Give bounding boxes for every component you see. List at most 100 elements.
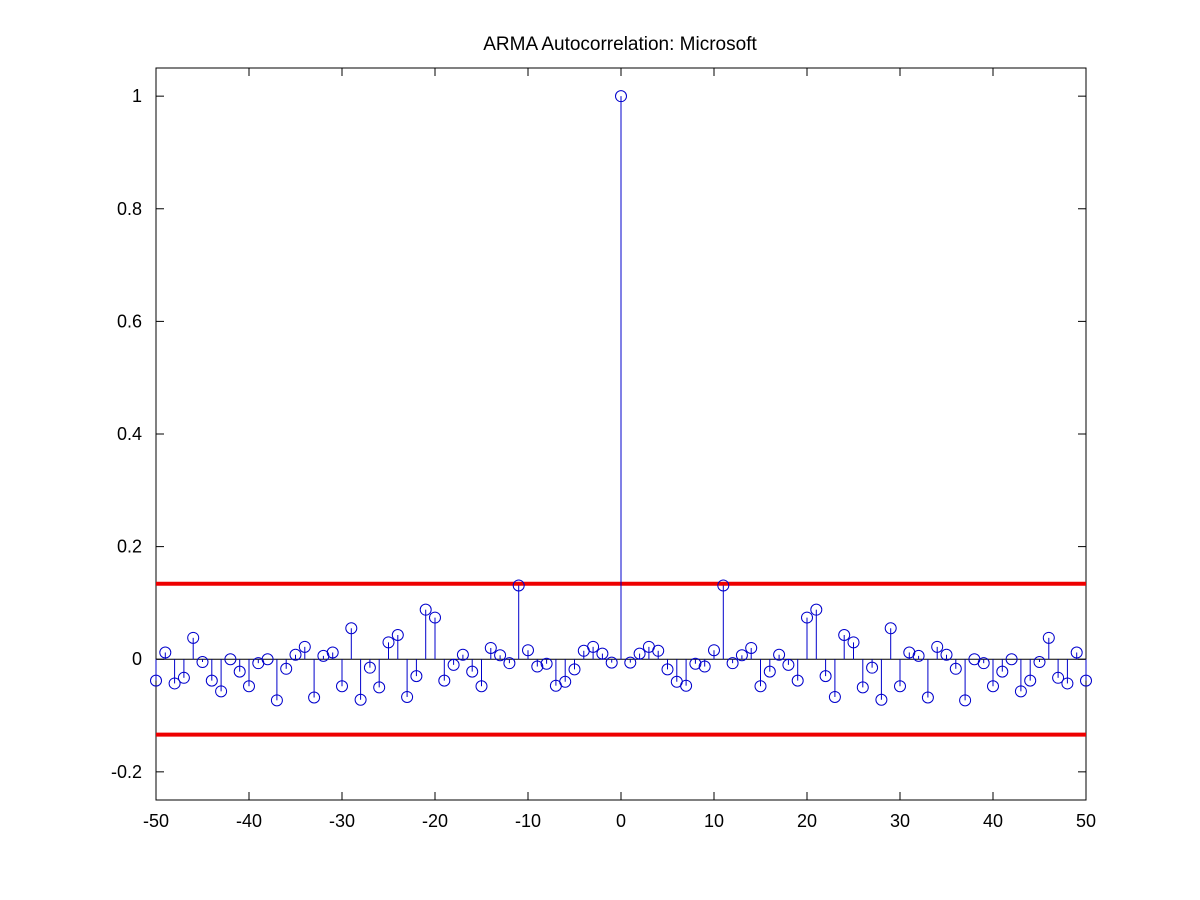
x-tick-label: -50 [143,811,169,831]
stem-marker [1070,646,1083,659]
stem-marker [159,646,172,659]
y-tick-label: 0.6 [117,311,142,331]
stem-marker [856,681,869,694]
stem-marker [912,649,925,662]
stem-marker [177,671,190,684]
stem-marker [429,611,441,624]
stem-marker [959,694,972,707]
stem-marker [726,657,739,670]
stem-marker [810,603,823,616]
x-tick-label: -30 [329,811,355,831]
stem-marker [977,657,990,670]
stem-marker [847,636,860,649]
x-tick-label: 20 [797,811,817,831]
stem-marker [336,680,348,693]
stem-marker [987,680,999,693]
stem-marker [456,648,469,661]
chart-title: ARMA Autocorrelation: Microsoft [483,34,757,55]
stem-marker [233,665,246,678]
stem-marker [540,657,553,670]
plot-area: -50 -40 -30 -20 -10 0 10 20 30 40 50 -0.2 0 0.2 0.4 0.6… [111,67,1096,831]
stem-marker [661,663,674,676]
stem-marker [298,640,311,653]
stem-marker [921,691,934,704]
stem-marker [838,629,851,642]
stem-marker [205,674,218,687]
stem-marker [894,680,906,693]
stem-marker [419,603,432,616]
stem-marker [308,691,321,704]
stem-marker [587,640,600,653]
x-tick-label: -40 [236,811,262,831]
stem-marker [270,694,283,707]
stem-marker [150,674,162,687]
stem-marker [512,579,525,592]
stem-marker [819,670,832,683]
stem-marker [289,648,302,661]
stem-marker [391,629,404,642]
stem-marker [1061,677,1074,690]
stem-marker [884,622,897,635]
stem-marker [1080,674,1092,687]
stem-marker [568,663,581,676]
stem-marker [410,670,423,683]
stem-marker [652,644,665,657]
x-tick-label: 40 [983,811,1003,831]
y-tick-label: 0.2 [117,537,142,557]
stem-marker [382,636,395,649]
y-tick-label: 0 [132,649,142,669]
stem-marker [791,674,804,687]
y-tick-label: 0.8 [117,199,142,219]
stem-marker [224,653,237,666]
stem-marker [168,677,181,690]
stem-marker [875,693,888,706]
stem-marker [215,685,228,698]
x-tick-label: 10 [704,811,724,831]
stem-marker [1052,671,1065,684]
stem-marker [1024,674,1037,687]
stem-marker [466,665,479,678]
stem-marker [475,680,488,693]
stem-marker [373,681,386,694]
stem-marker [559,675,572,688]
x-tick-label: 0 [616,811,626,831]
stem-marker [866,661,879,674]
x-tick-label: -20 [422,811,448,831]
stem-marker [363,661,376,674]
stem-marker [708,644,720,657]
stem-marker [735,649,748,662]
stem-marker [949,662,962,675]
stem-marker [689,657,702,670]
stem-marker [717,579,730,592]
stem-marker [801,611,813,624]
stem-marker [680,679,693,692]
stem-marker [615,90,627,103]
stem-marker [345,622,358,635]
stem-marker [280,662,293,675]
stem-marker [782,658,795,671]
y-tick-label: 0.4 [117,424,142,444]
stem-marker [828,690,841,703]
stem-marker [261,653,274,666]
stem-marker [243,680,255,693]
stem-marker [1005,653,1018,666]
stem-marker [763,665,776,678]
stem-marker [931,640,944,653]
stem-marker [522,644,534,657]
stem-marker [698,660,711,673]
stem-marker [447,658,460,671]
x-tick-label: 30 [890,811,910,831]
stem-marker [484,641,497,654]
stem-marker [605,656,618,669]
stem-marker [940,648,953,661]
stem-marker [503,657,516,670]
stem-marker [494,649,507,662]
stem-marker [624,656,637,669]
stem-marker [773,648,786,661]
x-tick-label: -10 [515,811,541,831]
stem-marker [754,680,767,693]
stem-marker [187,631,200,644]
stem-marker [633,647,646,660]
